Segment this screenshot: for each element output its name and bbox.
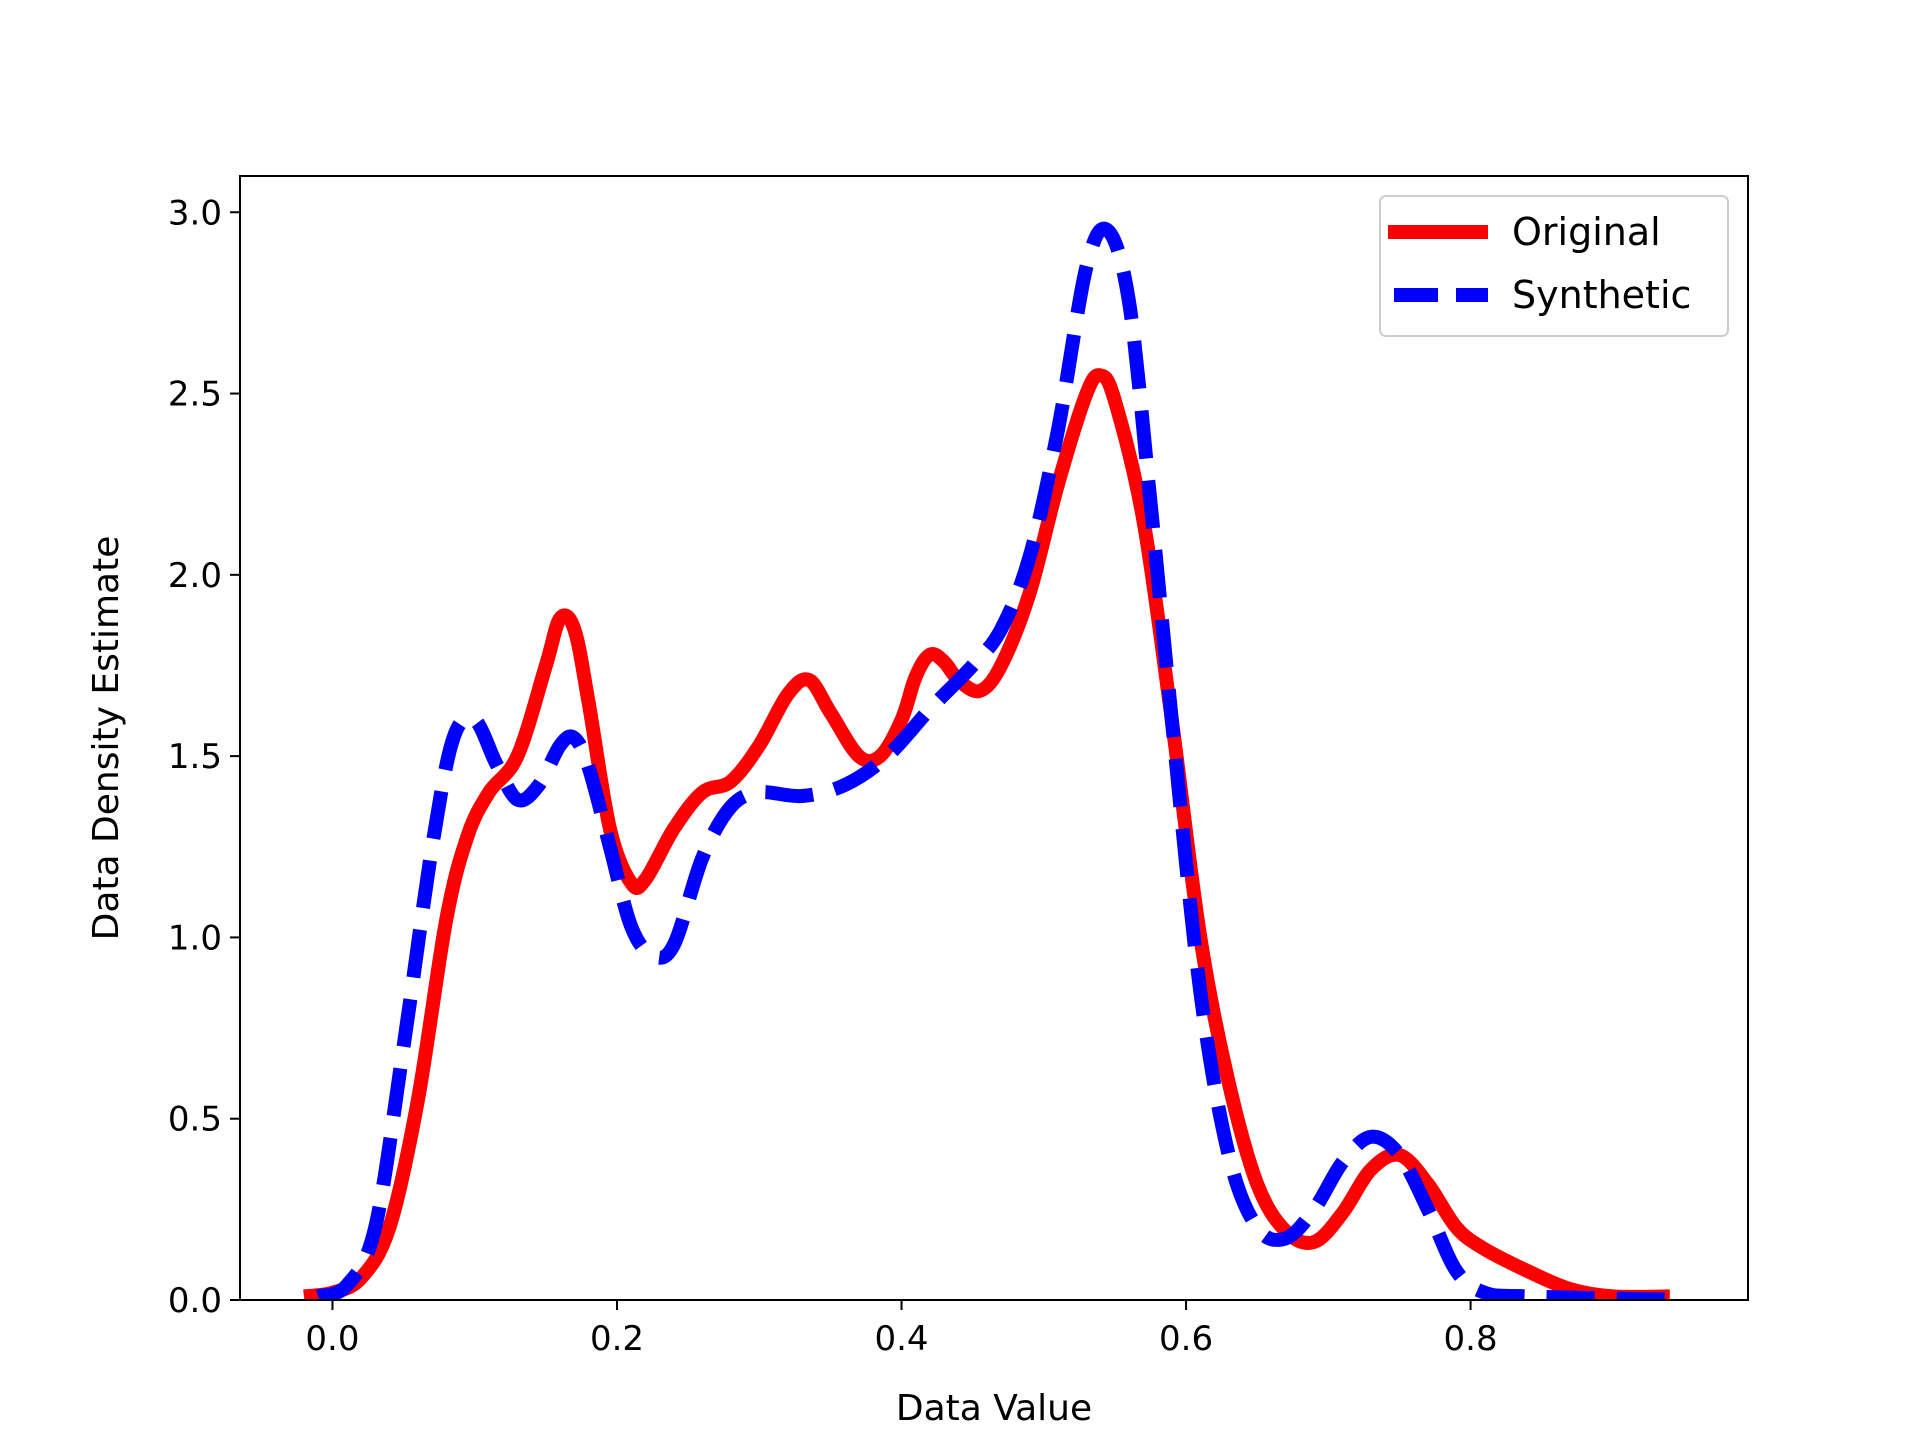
- x-axis-label: Data Value: [896, 1388, 1092, 1429]
- x-tick-label: 0.4: [874, 1319, 928, 1359]
- series-layer: [303, 221, 1685, 1300]
- x-tick-label: 0.8: [1444, 1319, 1498, 1359]
- legend: Original Synthetic: [1379, 195, 1729, 337]
- y-tick-label: 2.5: [168, 375, 222, 415]
- y-axis: 0.0 0.5 1.0 1.5 2.0 2.5 3.0: [168, 193, 240, 1321]
- x-tick-label: 0.2: [590, 1319, 644, 1359]
- x-tick-label: 0.0: [305, 1319, 359, 1359]
- legend-original-label: Original: [1512, 210, 1661, 254]
- y-tick-label: 2.0: [168, 556, 222, 596]
- y-tick-label: 0.5: [168, 1100, 222, 1140]
- y-tick-label: 3.0: [168, 193, 222, 233]
- y-axis-label: Data Density Estimate: [86, 536, 127, 941]
- series-line-synthetic: [315, 221, 1685, 1300]
- legend-synthetic-label: Synthetic: [1512, 273, 1691, 317]
- plot-area-frame: [239, 175, 1749, 1301]
- y-tick-label: 0.0: [168, 1281, 222, 1321]
- y-tick-label: 1.5: [168, 737, 222, 777]
- y-tick-label: 1.0: [168, 918, 222, 958]
- series-line-original: [303, 368, 1670, 1300]
- x-tick-label: 0.6: [1159, 1319, 1213, 1359]
- x-axis: 0.0 0.2 0.4 0.6 0.8: [305, 1300, 1498, 1359]
